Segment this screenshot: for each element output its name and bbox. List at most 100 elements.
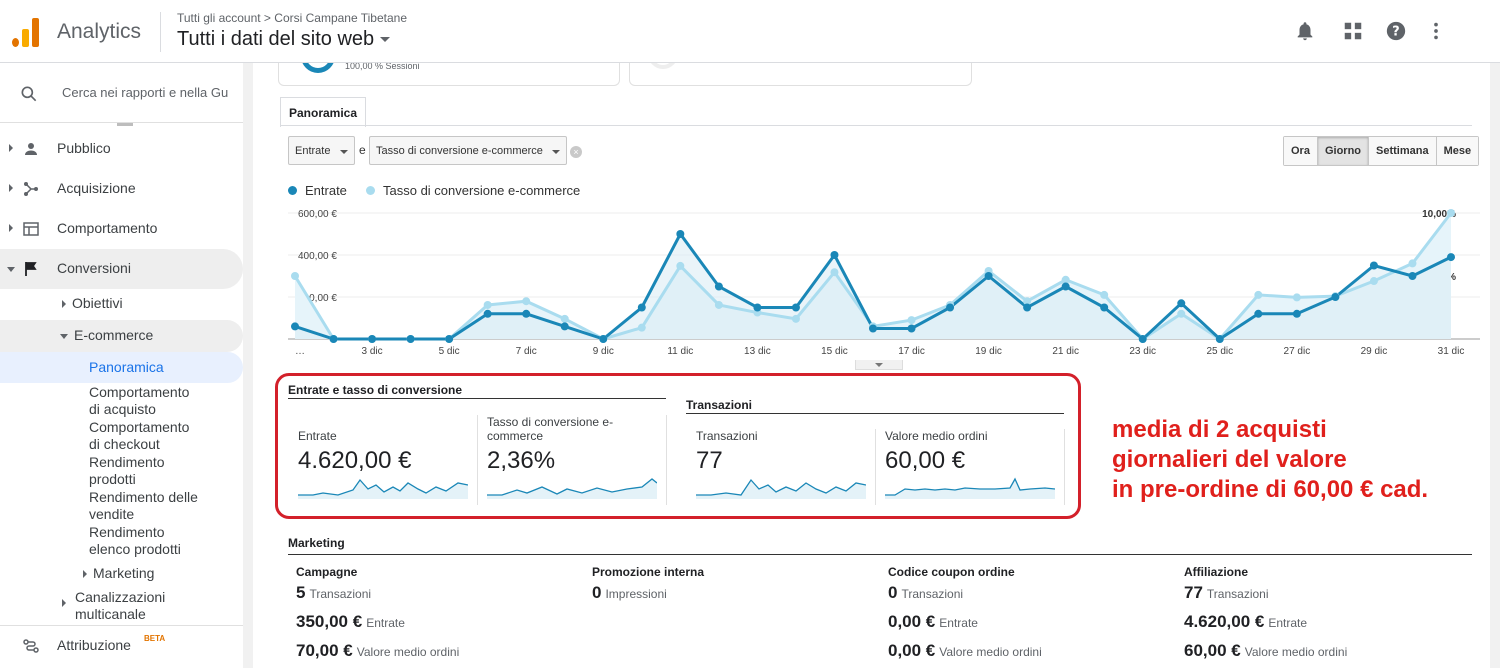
- row-value: 0,00 €: [888, 641, 936, 660]
- marketing-affiliazione[interactable]: Affiliazione 77 Transazioni 4.620,00 € Ent…: [1184, 565, 1474, 668]
- sidebar-item-rendimento-prodotti[interactable]: Rendimento prodotti: [89, 454, 165, 488]
- legend-item-entrate[interactable]: Entrate: [288, 183, 347, 198]
- sidebar-search[interactable]: Cerca nei rapporti e nella Gu: [0, 63, 253, 123]
- sidebar-item-conversioni[interactable]: Conversioni: [0, 249, 243, 289]
- x-tick-label: 7 dic: [516, 346, 537, 357]
- select-value: Entrate: [295, 145, 331, 157]
- breadcrumb[interactable]: Tutti gli account > Corsi Campane Tibeta…: [177, 11, 408, 25]
- metric2-select[interactable]: Tasso di conversione e-commerce: [369, 136, 567, 165]
- sidebar-item-rendimento-elenco[interactable]: Rendimento elenco prodotti: [89, 524, 181, 558]
- annotation-line-3: in pre-ordine di 60,00 € cad.: [1112, 476, 1429, 503]
- sidebar-item-acquisizione[interactable]: Acquisizione: [0, 169, 243, 209]
- line-2: di checkout: [89, 436, 160, 452]
- marketing-coupon[interactable]: Codice coupon ordine 0 Transazioni 0,00 €…: [888, 565, 1178, 668]
- sidebar-scrollbar[interactable]: [243, 63, 253, 668]
- y-tick-label: 600,00 €: [298, 209, 337, 220]
- sidebar-item-marketing[interactable]: Marketing: [83, 565, 154, 582]
- data-point: [1369, 277, 1378, 286]
- property-selector[interactable]: Tutti i dati del sito web: [177, 28, 391, 51]
- data-point: [560, 314, 569, 323]
- metric-tasso-conversione[interactable]: Tasso di conversione e-commerce 2,36%: [487, 415, 637, 475]
- y-tick-label: 400,00 €: [298, 251, 337, 262]
- empty-card: [629, 63, 972, 86]
- metric-title: Entrate: [298, 429, 337, 443]
- chart-expand-handle[interactable]: [855, 360, 903, 370]
- collapse-icon: [7, 267, 15, 272]
- metric-transazioni[interactable]: Transazioni 77: [696, 429, 876, 475]
- main-scrollbar[interactable]: [1490, 63, 1500, 668]
- period-giorno-button[interactable]: Giorno: [1316, 137, 1369, 165]
- metric-entrate[interactable]: Entrate 4.620,00 €: [298, 429, 478, 475]
- expand-icon: [9, 184, 13, 192]
- metric-group-title-1: Entrate e tasso di conversione: [288, 383, 463, 397]
- donut-placeholder-icon: [648, 63, 678, 69]
- metric-value: 77: [696, 447, 723, 474]
- data-point: [1408, 259, 1417, 268]
- period-settimana-button[interactable]: Settimana: [1368, 137, 1436, 165]
- tab-panoramica[interactable]: Panoramica: [280, 97, 367, 127]
- x-tick-label: 27 dic: [1284, 346, 1311, 357]
- sidebar-item-obiettivi[interactable]: Obiettivi: [62, 295, 123, 312]
- row-value: 70,00 €: [296, 641, 353, 660]
- x-tick-label: 19 dic: [975, 346, 1002, 357]
- period-mese-button[interactable]: Mese: [1435, 137, 1479, 165]
- apps-grid-icon[interactable]: [1342, 20, 1366, 44]
- marketing-row: 77 Transazioni: [1184, 583, 1474, 612]
- data-point: [830, 268, 839, 277]
- sidebar-item-comportamento[interactable]: Comportamento: [0, 209, 243, 249]
- help-icon[interactable]: ?: [1385, 20, 1409, 44]
- metric1-select[interactable]: Entrate: [288, 136, 355, 165]
- data-point: [522, 309, 531, 318]
- line-1: Rendimento: [89, 524, 165, 540]
- row-label: Valore medio ordini: [1244, 645, 1348, 659]
- sidebar-item-canalizzazioni[interactable]: Canalizzazioni multicanale: [62, 589, 165, 623]
- data-point: [869, 324, 877, 333]
- marketing-row: 70,00 € Valore medio ordini: [296, 641, 586, 668]
- bell-icon[interactable]: [1294, 20, 1318, 44]
- data-point: [714, 282, 723, 291]
- sparkline-transazioni: [696, 478, 866, 499]
- x-tick-label: 17 dic: [898, 346, 925, 357]
- sidebar-item-rendimento-vendite[interactable]: Rendimento delle vendite: [89, 489, 198, 523]
- legend-label: Tasso di conversione e-commerce: [383, 183, 581, 198]
- row-value: 0: [592, 583, 602, 602]
- collapse-icon: [60, 333, 68, 339]
- data-point: [1254, 309, 1263, 318]
- row-label: Transazioni: [309, 587, 372, 601]
- analytics-logo-icon[interactable]: [12, 17, 40, 47]
- sidebar-item-attribuzione[interactable]: Attribuzione BETA: [0, 626, 243, 666]
- search-input[interactable]: Cerca nei rapporti e nella Gu: [62, 85, 229, 100]
- sessions-card: 100,00 % Sessioni: [278, 63, 620, 86]
- clear-icon[interactable]: ×: [570, 146, 582, 158]
- sidebar-item-comportamento-checkout[interactable]: Comportamento di checkout: [89, 419, 189, 453]
- data-point: [1023, 303, 1032, 312]
- and-label: e: [359, 143, 366, 157]
- marketing-campagne[interactable]: Campagne 5 Transazioni 350,00 € Entrate 70…: [296, 565, 586, 668]
- data-point: [714, 300, 723, 309]
- sidebar-item-ecommerce[interactable]: E-commerce: [60, 327, 153, 344]
- metric-valore-medio[interactable]: Valore medio ordini 60,00 €: [885, 429, 1065, 475]
- sidebar-item-pubblico[interactable]: Pubblico: [0, 129, 243, 169]
- active-highlight: [0, 352, 243, 383]
- more-vert-icon[interactable]: [1428, 20, 1452, 44]
- annotation-line-2: giornalieri del valore: [1112, 446, 1347, 473]
- data-point: [329, 335, 338, 343]
- caret-down-icon: [380, 37, 391, 43]
- x-tick-label: 29 dic: [1361, 346, 1388, 357]
- sparkline-tasso: [487, 478, 657, 499]
- marketing-col-title: Promozione interna: [592, 565, 705, 579]
- sidebar-item-label: E-commerce: [74, 327, 154, 343]
- data-point: [522, 297, 531, 306]
- sidebar: Cerca nei rapporti e nella Gu Pubblico A…: [0, 63, 253, 668]
- ecommerce-highlight: [0, 320, 243, 352]
- scroll-handle[interactable]: [117, 123, 133, 126]
- sidebar-item-comportamento-acquisto[interactable]: Comportamento di acquisto: [89, 384, 189, 418]
- sidebar-item-panoramica[interactable]: Panoramica: [89, 359, 164, 375]
- x-tick-label: …: [295, 346, 305, 357]
- period-ora-button[interactable]: Ora: [1284, 137, 1317, 165]
- legend-item-tasso[interactable]: Tasso di conversione e-commerce: [366, 183, 580, 198]
- line-1: Rendimento: [89, 454, 165, 470]
- data-point: [1408, 272, 1417, 280]
- marketing-promozione[interactable]: Promozione interna 0 Impressioni: [592, 565, 882, 612]
- expand-icon: [62, 599, 66, 607]
